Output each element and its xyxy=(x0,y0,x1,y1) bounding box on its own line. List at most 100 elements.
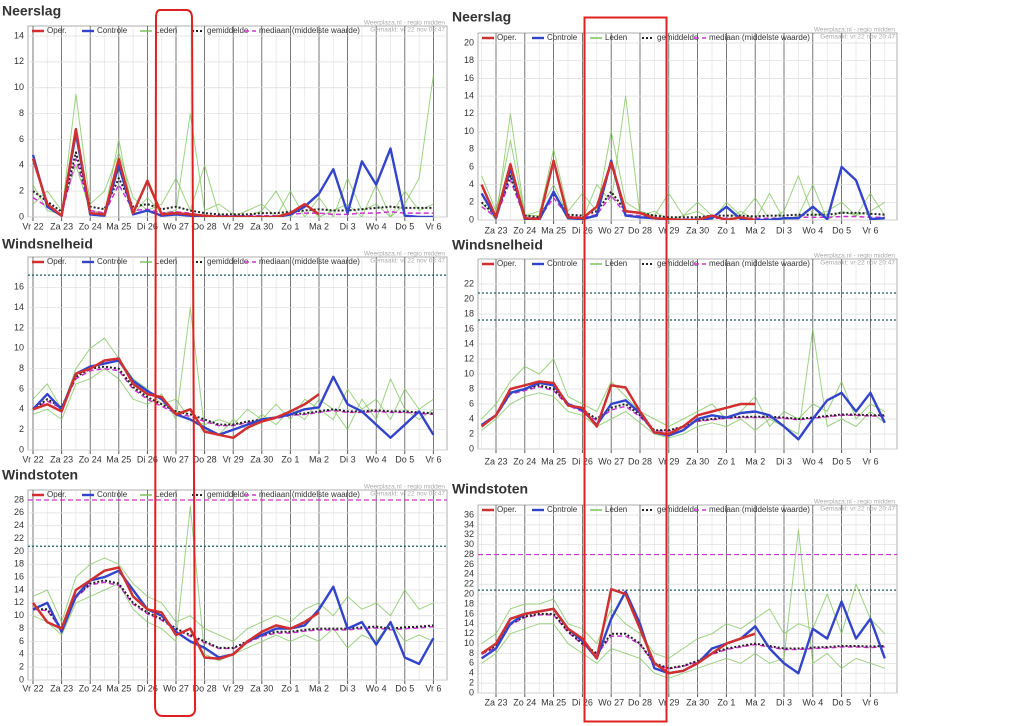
x-tick-label: Wo 27 xyxy=(163,683,189,693)
legend-label: Oper. xyxy=(497,505,517,514)
x-tick-label: Di 3 xyxy=(340,454,356,464)
legend-label: Controle xyxy=(97,257,128,266)
y-tick-label: 12 xyxy=(14,56,24,66)
y-tick-label: 20 xyxy=(464,293,474,303)
x-tick-label: Ma 25 xyxy=(106,221,131,231)
y-tick-label: 22 xyxy=(464,278,474,288)
x-tick-label: Ma 2 xyxy=(745,225,765,235)
x-tick-label: Wo 27 xyxy=(163,221,189,231)
legend-label: Controle xyxy=(97,26,128,35)
series-line xyxy=(481,529,885,679)
x-tick-label: Vr 6 xyxy=(862,456,878,466)
x-tick-label: Za 30 xyxy=(250,683,273,693)
legend-label: mediaan (middelste waarde) xyxy=(259,26,360,35)
x-tick-label: Do 5 xyxy=(395,221,414,231)
y-tick-label: 4 xyxy=(469,413,474,423)
x-tick-label: Za 30 xyxy=(686,456,709,466)
y-tick-label: 14 xyxy=(14,302,24,312)
source-label: Weerplaza.nl - regio midden xyxy=(814,499,896,506)
x-tick-label: Di 3 xyxy=(340,221,356,231)
chart-panel: Windsnelheid Za 23 Zo 24 Ma 25 Di 26 Wo 27 Do … xyxy=(452,237,898,466)
y-tick-label: 2 xyxy=(469,197,474,207)
x-tick-label: Do 5 xyxy=(832,697,851,707)
x-tick-label: Vr 29 xyxy=(223,454,244,464)
source-label: Weerplaza.nl - regio midden xyxy=(814,27,896,34)
x-tick-label: Do 5 xyxy=(395,683,414,693)
y-tick-label: 4 xyxy=(19,160,24,170)
y-tick-label: 16 xyxy=(464,323,474,333)
legend-label: Oper. xyxy=(497,33,517,42)
x-tick-label: Vr 29 xyxy=(658,697,679,707)
series-line xyxy=(32,365,434,426)
plot-area xyxy=(27,25,448,218)
x-tick-label: Wo 27 xyxy=(163,454,189,464)
x-tick-label: Ma 25 xyxy=(541,697,566,707)
x-tick-label: Di 3 xyxy=(776,697,792,707)
y-tick-label: 8 xyxy=(469,383,474,393)
source-label: Weerplaza.nl - regio midden xyxy=(364,484,446,491)
x-tick-label: Zo 24 xyxy=(513,456,536,466)
chart-title: Windstoten xyxy=(452,481,528,497)
x-tick-label: Do 5 xyxy=(832,456,851,466)
x-tick-label: Ma 2 xyxy=(309,454,329,464)
chart-title: Neerslag xyxy=(452,9,511,25)
x-tick-label: Ma 2 xyxy=(745,456,765,466)
x-tick-label: Ma 25 xyxy=(106,454,131,464)
y-tick-label: 10 xyxy=(464,638,474,648)
series-line xyxy=(480,159,756,220)
y-tick-label: 18 xyxy=(464,55,474,65)
series-lines xyxy=(31,74,434,217)
legend-label: gemiddelde xyxy=(207,26,249,35)
y-tick-label: 16 xyxy=(14,572,24,582)
y-tick-label: 6 xyxy=(469,398,474,408)
series-line xyxy=(33,579,434,649)
legend-label: Controle xyxy=(547,505,578,514)
y-tick-label: 6 xyxy=(19,134,24,144)
highlight-box-left xyxy=(153,9,197,717)
x-tick-label: Wo 4 xyxy=(366,683,387,693)
x-tick-label: Do 5 xyxy=(395,454,414,464)
y-tick-label: 8 xyxy=(469,144,474,154)
y-tick-label: 4 xyxy=(19,649,24,659)
y-tick-label: 36 xyxy=(464,509,474,519)
y-tick-label: 0 xyxy=(469,687,474,697)
y-tick-label: 18 xyxy=(14,559,24,569)
series-lines xyxy=(480,95,886,220)
highlight-box-right xyxy=(583,16,668,723)
plot-area xyxy=(27,256,448,451)
x-tick-label: Ma 25 xyxy=(541,456,566,466)
source-label: Weerplaza.nl - regio midden xyxy=(364,251,446,258)
made-label: Gemaakt: vr 22 nov 08:47 xyxy=(370,491,445,498)
plot-area xyxy=(477,258,898,450)
x-tick-label: Ma 2 xyxy=(309,683,329,693)
y-tick-label: 14 xyxy=(14,584,24,594)
x-tick-label: Vr 29 xyxy=(223,221,244,231)
x-tick-label: Di 26 xyxy=(137,221,158,231)
chart-title: Neerslag xyxy=(2,3,61,19)
y-tick-label: 34 xyxy=(464,519,474,529)
x-tick-label: Za 23 xyxy=(484,225,507,235)
series-line xyxy=(480,587,756,675)
x-tick-label: Vr 29 xyxy=(658,456,679,466)
y-tick-label: 4 xyxy=(469,668,474,678)
y-tick-label: 22 xyxy=(14,533,24,543)
x-tick-label: Ma 2 xyxy=(745,697,765,707)
x-tick-label: Wo 27 xyxy=(598,456,624,466)
x-tick-label: Zo 1 xyxy=(717,456,735,466)
series-line xyxy=(32,307,434,436)
y-tick-label: 16 xyxy=(14,282,24,292)
x-tick-label: Di 26 xyxy=(572,456,593,466)
y-tick-label: 12 xyxy=(464,628,474,638)
x-tick-label: Wo 4 xyxy=(802,225,823,235)
x-tick-label: Do 28 xyxy=(628,697,652,707)
y-tick-label: 16 xyxy=(464,73,474,83)
x-tick-label: Wo 27 xyxy=(598,697,624,707)
charts: Neerslag Vr 22 Za 23 Zo 24 Ma 25 Di 26 Wo 27 Do… xyxy=(2,3,898,707)
made-label: Gemaakt: vr 22 nov 20:47 xyxy=(820,260,895,267)
y-tick-label: 24 xyxy=(464,569,474,579)
y-tick-label: 32 xyxy=(464,529,474,539)
legend-label: mediaan (middelste waarde) xyxy=(709,259,810,268)
series-line xyxy=(31,127,320,217)
y-tick-label: 2 xyxy=(19,662,24,672)
